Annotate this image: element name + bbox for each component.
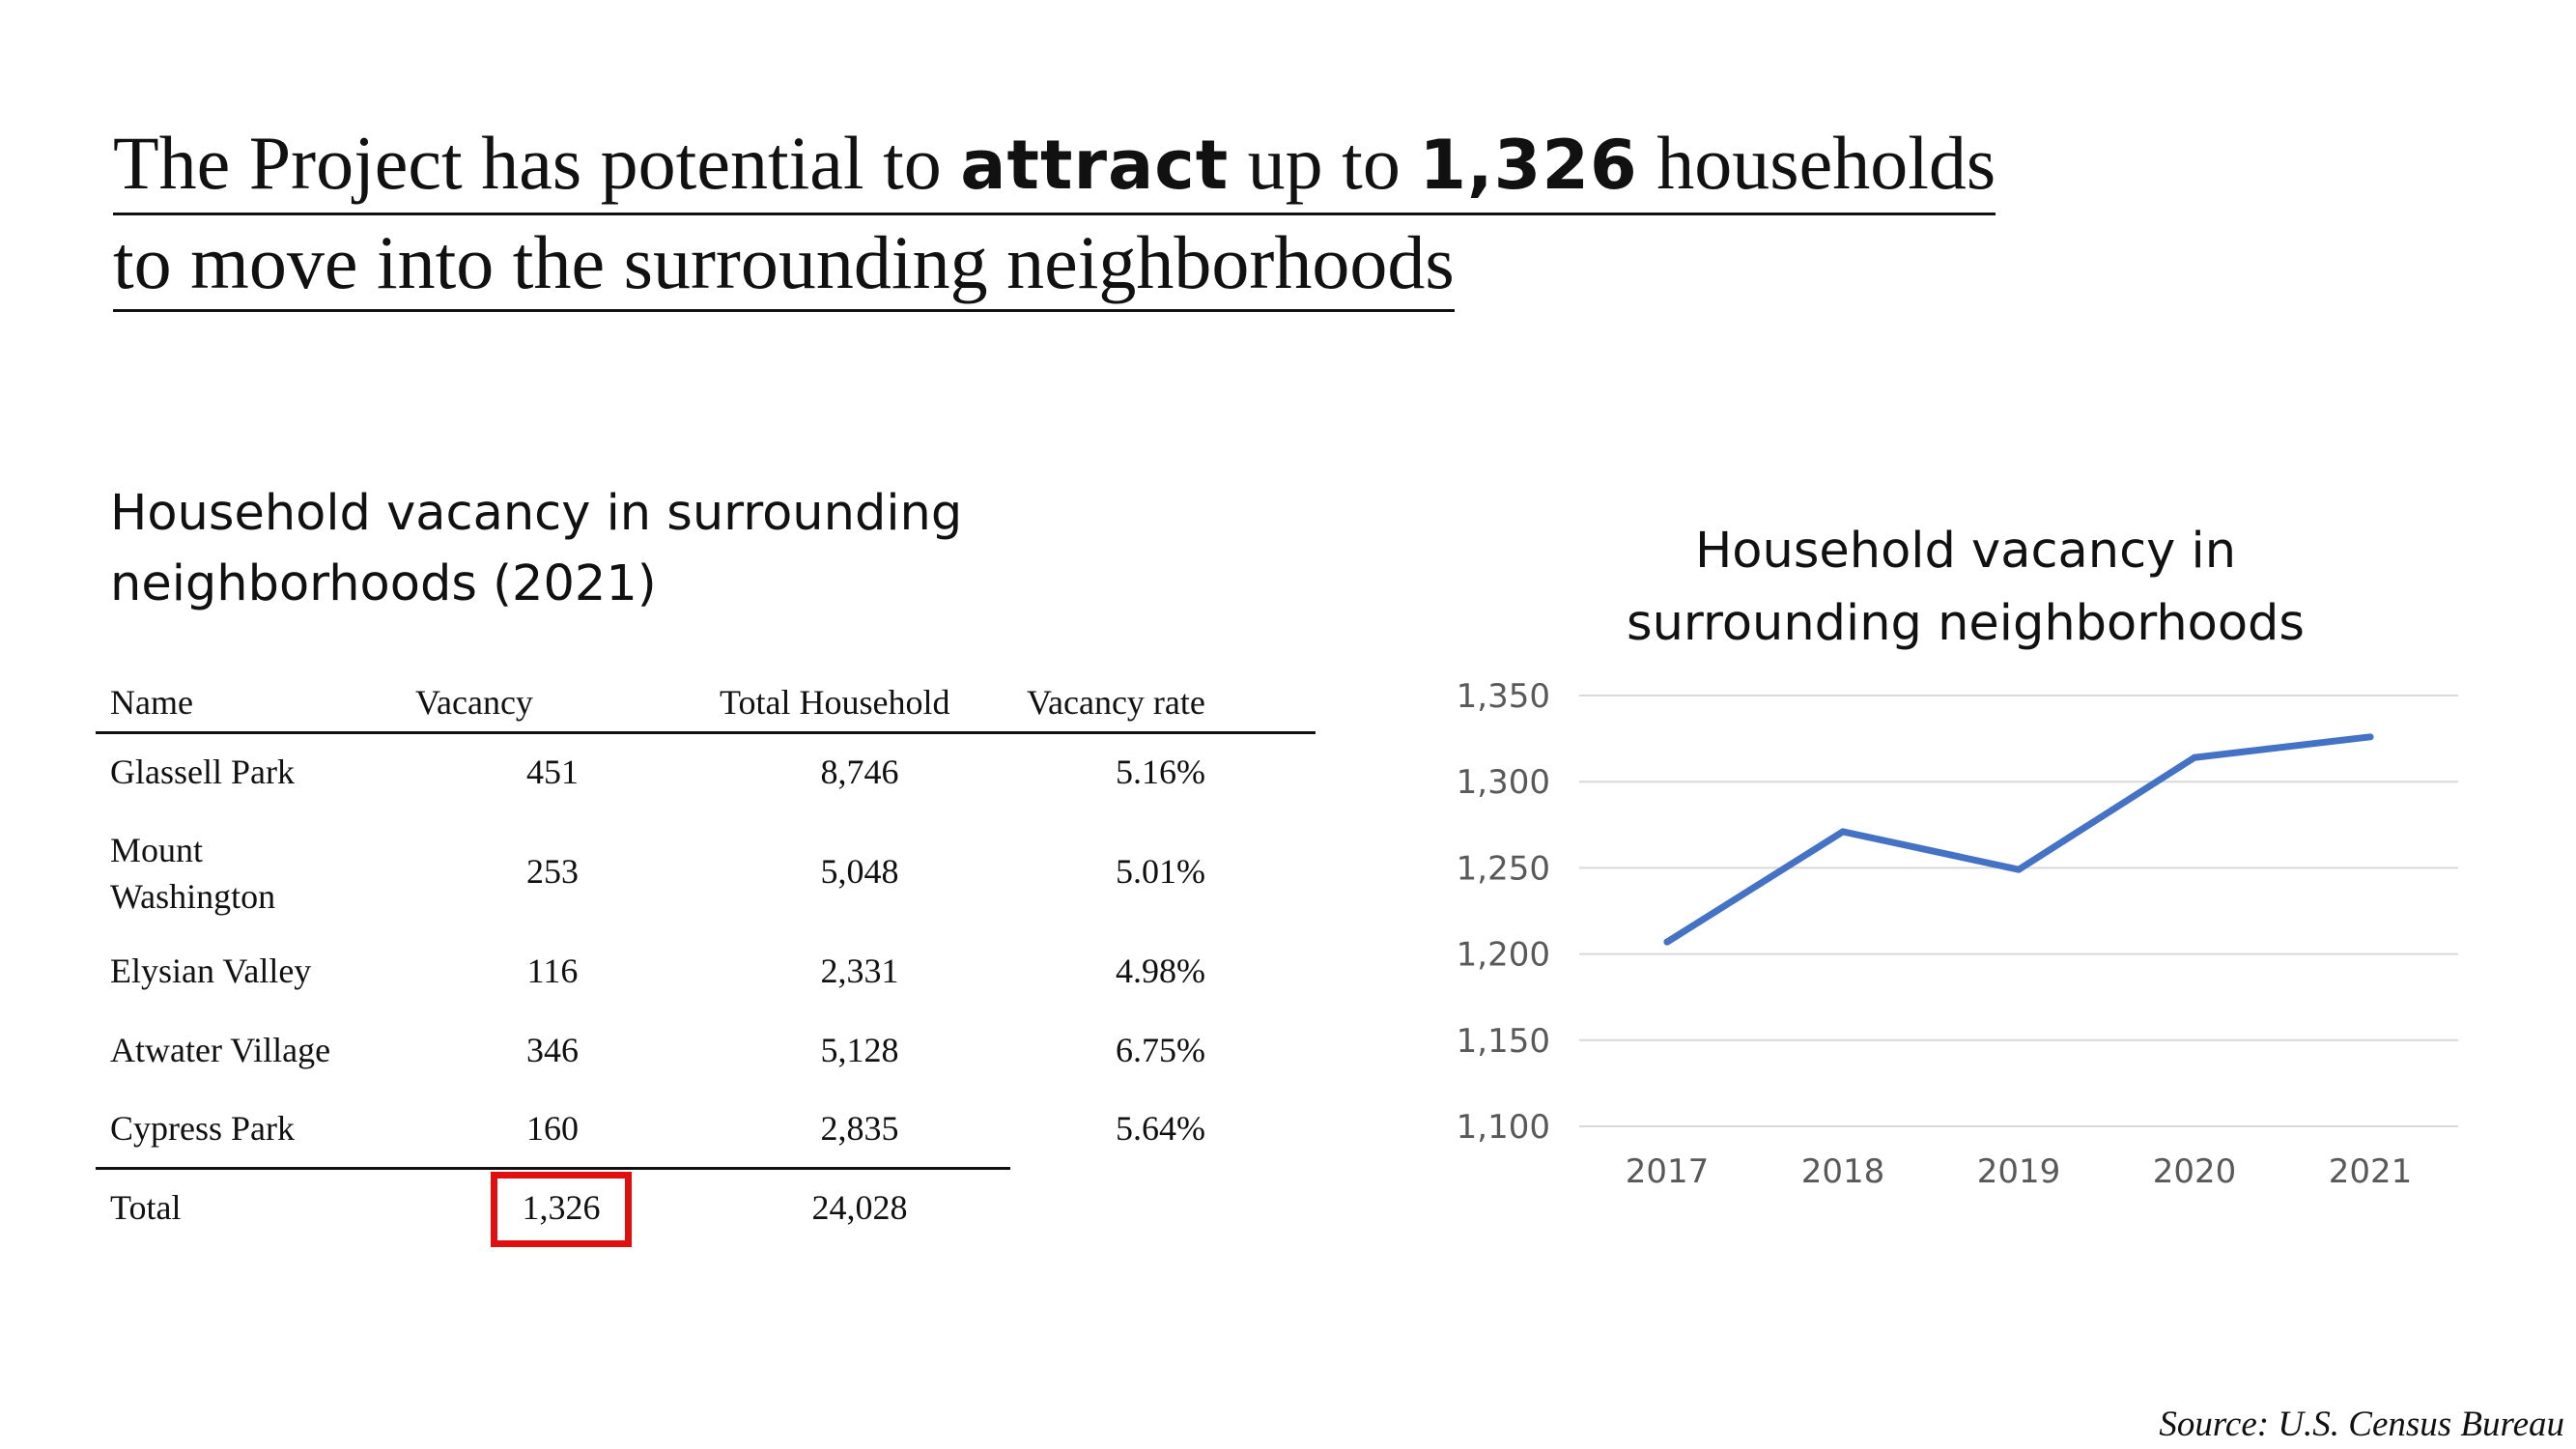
table-header-vacancy: Vacancy: [415, 683, 533, 722]
chart-title: Household vacancy in surrounding neighbo…: [1627, 523, 2305, 652]
table-row-rate: 5.01%: [1116, 852, 1205, 891]
table-total-label: Total: [110, 1188, 182, 1227]
table-row-name: Cypress Park: [110, 1109, 295, 1148]
source-note: Source: U.S. Census Bureau: [2159, 1405, 2564, 1444]
table-header-vacancy-rate: Vacancy rate: [1027, 683, 1205, 722]
table-total-household: 24,028: [811, 1188, 908, 1227]
series-line: [1663, 733, 2374, 946]
table-row-total: 8,746: [820, 753, 899, 791]
table-row-vacancy: 346: [526, 1031, 579, 1069]
table-row-rate: 4.98%: [1116, 952, 1205, 990]
y-tick-label: 1,150: [1457, 1022, 1550, 1061]
data-point: [1839, 828, 1847, 836]
table-row-total: 2,331: [820, 952, 899, 990]
data-point: [1663, 938, 1671, 946]
x-tick-label: 2021: [2329, 1152, 2413, 1191]
table-row-total: 5,048: [820, 852, 899, 891]
x-tick-label: 2020: [2153, 1152, 2237, 1191]
headline-emphasis-attract: attract: [960, 126, 1230, 205]
table-row-vacancy: 160: [526, 1109, 579, 1148]
table-row-name: Glassell Park: [110, 753, 295, 791]
headline-emphasis-count: 1,326: [1419, 126, 1638, 205]
total-rule: [96, 1167, 1010, 1170]
headline-line-2: to move into the surrounding neighborhoo…: [113, 215, 1455, 312]
line-chart: 1,100 1,150 1,200 1,250 1,300 1,350 2017 2018 20…: [1457, 677, 2458, 1191]
x-tick-label: 2018: [1801, 1152, 1885, 1191]
table-row-rate: 6.75%: [1116, 1031, 1205, 1069]
table-title: Household vacancy in surrounding neighbo…: [110, 485, 963, 612]
headline: The Project has potential to attract up …: [113, 116, 1996, 312]
y-tick-label: 1,100: [1457, 1108, 1550, 1147]
table-row-vacancy: 116: [526, 952, 579, 990]
y-tick-label: 1,250: [1457, 849, 1550, 888]
table-row-rate: 5.64%: [1116, 1109, 1205, 1148]
total-vacancy-highlight: [491, 1172, 632, 1247]
table-header-total-household: Total Household: [720, 683, 950, 722]
data-point: [2015, 866, 2023, 873]
x-tick-label: 2017: [1626, 1152, 1710, 1191]
table-row-name: Atwater Village: [110, 1031, 331, 1069]
table-row-name: Elysian Valley: [110, 952, 312, 990]
table-row-name: Mount Washington: [110, 831, 276, 916]
x-tick-label: 2019: [1977, 1152, 2061, 1191]
y-tick-label: 1,300: [1457, 763, 1550, 802]
header-rule: [96, 731, 1316, 734]
table-row-vacancy: 451: [526, 753, 579, 791]
table-row-rate: 5.16%: [1116, 753, 1205, 791]
data-point: [2191, 753, 2198, 761]
table-row-vacancy: 253: [526, 852, 579, 891]
table-row-total: 2,835: [820, 1109, 899, 1148]
headline-line-1: The Project has potential to attract up …: [113, 116, 1996, 215]
data-point: [2366, 733, 2374, 741]
table-row-total: 5,128: [820, 1031, 899, 1069]
table-header-name: Name: [110, 683, 193, 722]
y-tick-label: 1,350: [1457, 677, 1550, 716]
table-total-vacancy: 1,326: [522, 1188, 601, 1227]
y-tick-label: 1,200: [1457, 936, 1550, 975]
